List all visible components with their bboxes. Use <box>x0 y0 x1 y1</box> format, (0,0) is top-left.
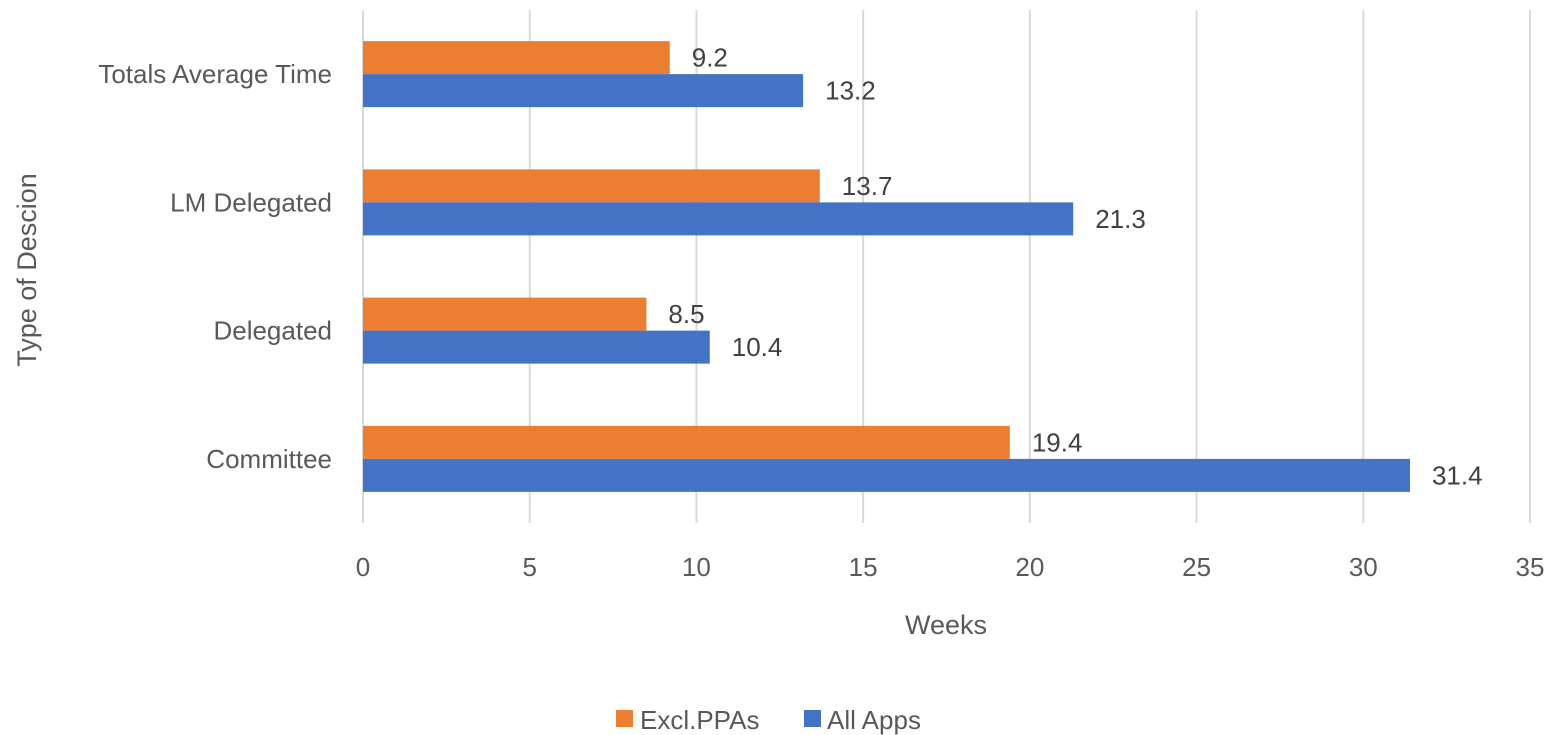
legend: Excl.PPAs All Apps <box>616 705 921 735</box>
bar-all-apps <box>363 74 804 108</box>
category-label: Totals Average Time <box>98 59 332 89</box>
legend-swatch <box>616 710 633 727</box>
data-label: 13.7 <box>842 171 893 201</box>
data-label: 19.4 <box>1032 427 1083 457</box>
data-label: 21.3 <box>1095 204 1146 234</box>
y-axis-title: Type of Descion <box>12 173 42 367</box>
x-tick-labels: 0 5 10 15 20 25 30 35 <box>356 552 1545 582</box>
data-label: 13.2 <box>825 76 876 106</box>
legend-swatch <box>804 710 821 727</box>
legend-label: All Apps <box>827 705 921 735</box>
bar-all-apps <box>363 458 1410 492</box>
category-label: LM Delegated <box>170 187 332 217</box>
x-tick-label: 35 <box>1516 552 1545 582</box>
category-label: Committee <box>206 444 332 474</box>
data-labels: 9.2 13.2 13.7 21.3 8.5 10.4 19.4 31.4 <box>668 43 1482 491</box>
bars <box>363 41 1410 492</box>
category-labels: Totals Average Time LM Delegated Delegated… <box>98 59 332 474</box>
bar-all-apps <box>363 202 1074 236</box>
data-label: 8.5 <box>668 299 704 329</box>
x-tick-label: 5 <box>522 552 536 582</box>
bar-excl-ppas <box>363 169 820 203</box>
x-tick-label: 25 <box>1182 552 1211 582</box>
legend-label: Excl.PPAs <box>640 705 759 735</box>
bar-excl-ppas <box>363 425 1010 459</box>
x-tick-label: 0 <box>356 552 370 582</box>
bar-excl-ppas <box>363 297 647 331</box>
x-tick-label: 30 <box>1349 552 1378 582</box>
x-tick-label: 15 <box>849 552 878 582</box>
x-axis-title: Weeks <box>905 610 987 640</box>
bar-all-apps <box>363 330 710 364</box>
x-tick-label: 20 <box>1015 552 1044 582</box>
data-label: 31.4 <box>1432 460 1483 490</box>
data-label: 10.4 <box>732 332 783 362</box>
x-tick-label: 10 <box>682 552 711 582</box>
data-label: 9.2 <box>692 43 728 73</box>
bar-excl-ppas <box>363 41 670 75</box>
category-label: Delegated <box>213 316 332 346</box>
